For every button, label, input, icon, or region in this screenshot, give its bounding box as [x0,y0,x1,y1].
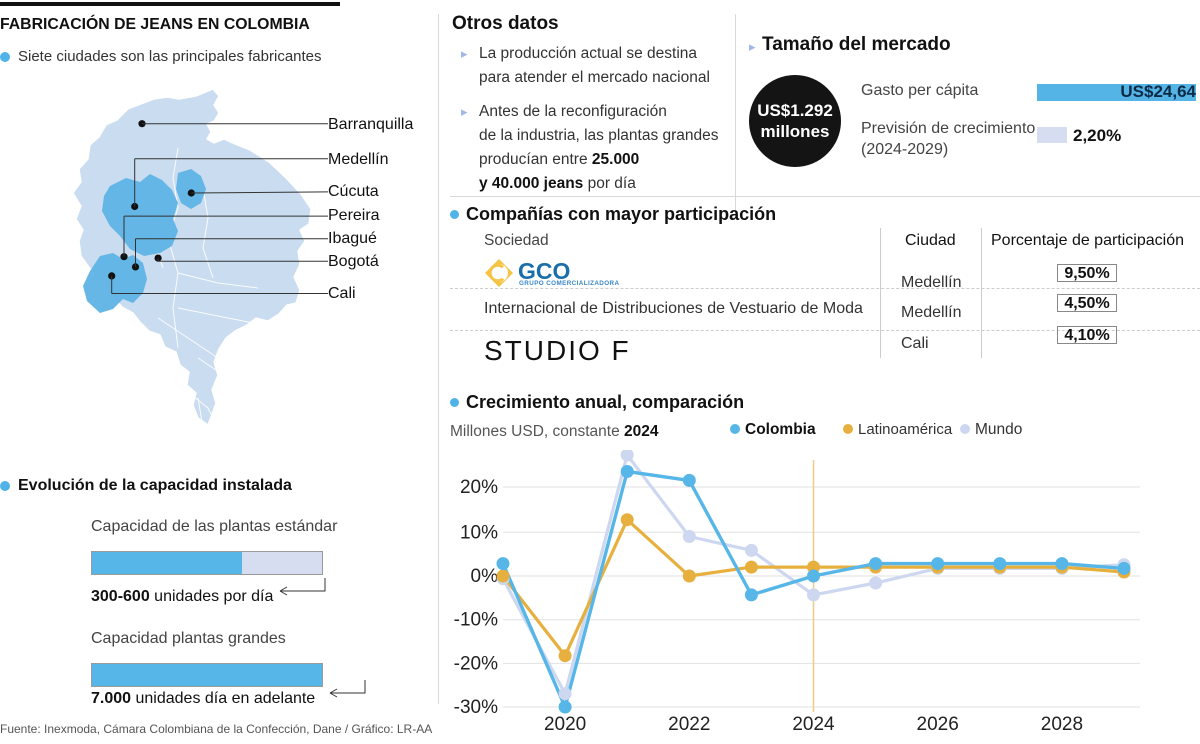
svg-text:2026: 2026 [917,714,959,730]
svg-text:2028: 2028 [1041,714,1083,730]
svg-text:10%: 10% [460,522,498,543]
svg-text:-10%: -10% [454,610,498,631]
svg-text:-20%: -20% [454,653,498,674]
svg-text:0%: 0% [471,566,499,587]
svg-text:2024: 2024 [792,714,835,730]
svg-text:20%: 20% [460,477,498,498]
svg-text:2022: 2022 [668,714,710,730]
svg-text:-30%: -30% [454,697,498,718]
svg-text:2020: 2020 [544,714,586,730]
